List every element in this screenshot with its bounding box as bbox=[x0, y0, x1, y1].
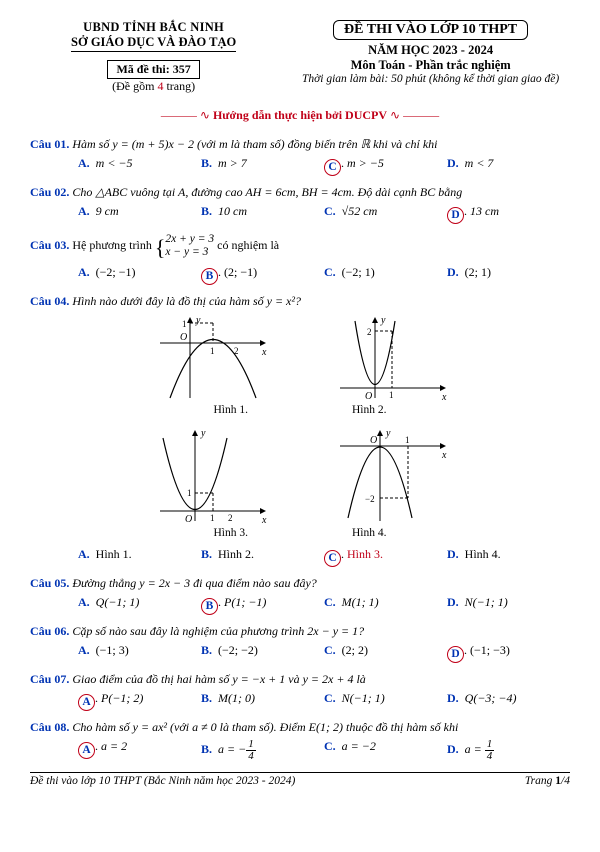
year-line: NĂM HỌC 2023 - 2024 bbox=[291, 43, 570, 58]
question-1: Câu 01. Hàm số y = (m + 5)x − 2 (với m l… bbox=[30, 137, 570, 152]
q7-options: A. P(−1; 2) B. M(1; 0) C. N(−1; 1) D. Q(… bbox=[78, 691, 570, 711]
svg-text:x: x bbox=[261, 347, 267, 358]
svg-text:y: y bbox=[380, 315, 386, 326]
q8-options: A. a = 2 B. a = −14 C. a = −2 D. a = 14 bbox=[78, 739, 570, 762]
svg-text:y: y bbox=[200, 428, 206, 439]
svg-text:2: 2 bbox=[234, 346, 239, 356]
svg-text:O: O bbox=[180, 332, 187, 343]
svg-text:1: 1 bbox=[182, 319, 187, 329]
circled-icon: B bbox=[201, 598, 218, 615]
sgd-line: SỞ GIÁO DỤC VÀ ĐÀO TẠO bbox=[71, 35, 236, 52]
ubnd-line: UBND TỈNH BẮC NINH bbox=[30, 20, 277, 35]
footer: Đề thi vào lớp 10 THPT (Bắc Ninh năm học… bbox=[30, 775, 570, 787]
graph-1: x y O 1 2 1 bbox=[150, 313, 270, 403]
question-7: Câu 07. Giao điểm của đồ thị hai hàm số … bbox=[30, 672, 570, 687]
exam-code: Mã đề thi: 357 bbox=[107, 60, 199, 79]
svg-text:y: y bbox=[385, 428, 391, 439]
svg-text:1: 1 bbox=[187, 488, 192, 498]
q4-options: A. Hình 1. B. Hình 2. C. Hình 3. D. Hình… bbox=[78, 547, 570, 567]
svg-text:O: O bbox=[185, 514, 192, 525]
q3-options: A. (−2; −1) B. (2; −1) C. (−2; 1) D. (2;… bbox=[78, 265, 570, 285]
time-line: Thời gian làm bài: 50 phút (không kể thờ… bbox=[291, 73, 570, 85]
graph-4: x y O 1 −2 bbox=[330, 426, 450, 526]
q1-options: A. m < −5 B. m > 7 C. m > −5 D. m < 7 bbox=[78, 156, 570, 176]
svg-text:O: O bbox=[370, 435, 377, 446]
svg-text:−2: −2 bbox=[365, 494, 375, 504]
guide-line: ――― ∿ Hướng dẫn thực hiện bởi DUCPV ∿ ――… bbox=[30, 108, 570, 123]
circled-icon: C bbox=[324, 159, 341, 176]
svg-text:x: x bbox=[441, 392, 447, 403]
question-6: Câu 06. Cặp số nào sau đây là nghiệm của… bbox=[30, 624, 570, 639]
subject-line: Môn Toán - Phần trắc nghiệm bbox=[291, 58, 570, 73]
question-2: Câu 02. Cho △ABC vuông tại A, đường cao … bbox=[30, 185, 570, 200]
svg-text:1: 1 bbox=[389, 390, 394, 400]
circled-icon: B bbox=[201, 268, 218, 285]
svg-text:x: x bbox=[441, 450, 447, 461]
header-left: UBND TỈNH BẮC NINH SỞ GIÁO DỤC VÀ ĐÀO TẠ… bbox=[30, 20, 277, 94]
header-right: ĐỀ THI VÀO LỚP 10 THPT NĂM HỌC 2023 - 20… bbox=[291, 20, 570, 94]
svg-text:1: 1 bbox=[405, 435, 410, 445]
q4-graphs-row2: x y O 1 1 2 x y O 1 −2 bbox=[30, 426, 570, 526]
question-3: Câu 03. Hệ phương trình {2x + y = 3x − y… bbox=[30, 233, 570, 261]
circled-icon: A bbox=[78, 742, 95, 759]
pages-note: (Đề gồm 4 trang) bbox=[30, 79, 277, 94]
graph-3: x y O 1 1 2 bbox=[150, 426, 270, 526]
svg-text:2: 2 bbox=[228, 513, 233, 523]
svg-text:x: x bbox=[261, 515, 267, 526]
svg-text:1: 1 bbox=[210, 513, 215, 523]
q6-options: A. (−1; 3) B. (−2; −2) C. (2; 2) D. (−1;… bbox=[78, 643, 570, 663]
svg-text:y: y bbox=[195, 315, 201, 326]
q2-options: A. 9 cm B. 10 cm C. √52 cm D. 13 cm bbox=[78, 204, 570, 224]
circled-icon: D bbox=[447, 646, 464, 663]
circled-icon: C bbox=[324, 550, 341, 567]
graph-2: x y O 2 1 bbox=[330, 313, 450, 403]
question-8: Câu 08. Cho hàm số y = ax² (với a ≠ 0 là… bbox=[30, 720, 570, 735]
footer-rule bbox=[30, 772, 570, 773]
question-5: Câu 05. Đường thẳng y = 2x − 3 đi qua đi… bbox=[30, 576, 570, 591]
q4-graphs-row1: x y O 1 2 1 x y O 2 1 bbox=[30, 313, 570, 403]
svg-text:O: O bbox=[365, 391, 372, 402]
circled-icon: D bbox=[447, 207, 464, 224]
circled-icon: A bbox=[78, 694, 95, 711]
header: UBND TỈNH BẮC NINH SỞ GIÁO DỤC VÀ ĐÀO TẠ… bbox=[30, 20, 570, 94]
svg-text:1: 1 bbox=[210, 346, 215, 356]
exam-title: ĐỀ THI VÀO LỚP 10 THPT bbox=[333, 20, 528, 40]
svg-text:2: 2 bbox=[367, 327, 372, 337]
q5-options: A. Q(−1; 1) B. P(1; −1) C. M(1; 1) D. N(… bbox=[78, 595, 570, 615]
question-4: Câu 04. Hình nào dưới đây là đồ thị của … bbox=[30, 294, 570, 309]
